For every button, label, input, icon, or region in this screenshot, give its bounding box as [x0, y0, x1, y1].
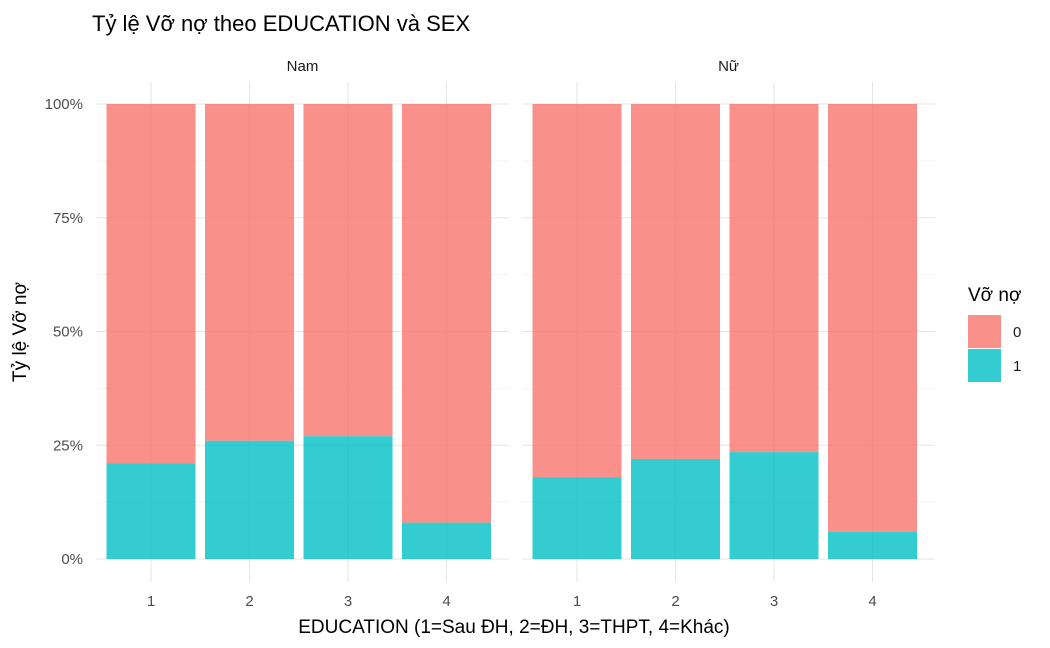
bar-segment-Nam-3-1	[303, 436, 393, 559]
legend-key	[968, 315, 1001, 348]
bar-segment-Nữ-4-0	[828, 104, 917, 532]
bar-segment-Nam-4-0	[402, 104, 491, 523]
bar-segment-Nữ-4-1	[828, 531, 917, 559]
y-tick-label: 100%	[45, 96, 83, 113]
chart-title: Tỷ lệ Vỡ nợ theo EDUCATION và SEX	[92, 11, 470, 36]
y-axis: 0% 25% 50% 75% 100%	[45, 96, 83, 568]
bar-segment-Nữ-2-1	[631, 458, 720, 559]
bar-segment-Nam-1-1	[106, 463, 196, 559]
legend-label: 0	[1013, 324, 1021, 341]
bar-segment-Nam-4-1	[402, 522, 491, 559]
facet-strip-label: Nam	[287, 58, 319, 75]
x-tick-label: 2	[671, 593, 679, 610]
x-tick-label: 4	[442, 593, 450, 610]
y-tick-label: 75%	[53, 210, 83, 227]
y-tick-label: 25%	[53, 437, 83, 454]
bar-segment-Nữ-3-0	[729, 104, 819, 453]
y-tick-label: 0%	[61, 551, 83, 568]
x-tick-label: 3	[344, 593, 352, 610]
legend-title: Vỡ nợ	[968, 285, 1021, 306]
bar-segment-Nữ-3-1	[729, 452, 819, 559]
facet-panel: Nữ 1 2 3 4	[522, 58, 935, 610]
x-tick-label: 4	[868, 593, 876, 610]
facet-strip-label: Nữ	[718, 58, 739, 75]
bar-segment-Nữ-2-0	[631, 104, 720, 459]
bar-segment-Nam-3-0	[303, 104, 393, 437]
bar-segment-Nữ-1-1	[532, 477, 622, 559]
legend-label: 1	[1013, 358, 1021, 375]
x-tick-label: 3	[770, 593, 778, 610]
x-axis-title: EDUCATION (1=Sau ĐH, 2=ĐH, 3=THPT, 4=Khá…	[298, 617, 730, 638]
bar-segment-Nam-1-0	[106, 104, 196, 464]
facet-panels: Nam 1 2 3 4 Nữ 1 2 3 4 0% 25% 50% 75% 100%	[45, 58, 935, 610]
y-axis-title: Tỷ lệ Vỡ nợ	[10, 282, 31, 382]
bar-segment-Nữ-1-0	[532, 104, 622, 478]
bar-segment-Nam-2-0	[205, 104, 294, 441]
y-tick-label: 50%	[53, 324, 83, 341]
bar-segment-Nam-2-1	[205, 440, 294, 559]
legend: Vỡ nợ 0 1	[968, 285, 1021, 382]
facet-panel: Nam 1 2 3 4	[96, 58, 509, 610]
legend-key	[968, 349, 1001, 382]
x-tick-label: 1	[573, 593, 581, 610]
x-tick-label: 2	[245, 593, 253, 610]
x-tick-label: 1	[147, 593, 155, 610]
